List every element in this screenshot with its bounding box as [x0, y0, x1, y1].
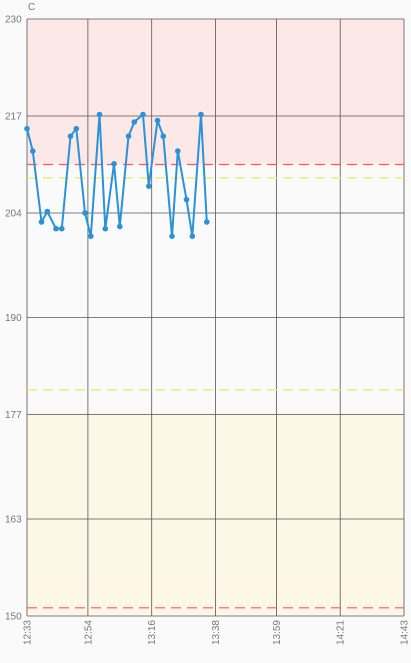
data-point — [189, 233, 196, 239]
x-tick-label: 13:16 — [147, 620, 158, 645]
x-tick-label: 12:33 — [23, 620, 34, 645]
x-axis-ticks: 12:33 12:54 13:16 13:38 13:59 14:21 14:43 — [23, 620, 411, 645]
data-point — [160, 133, 167, 139]
gridlines — [26, 18, 405, 617]
y-tick-label: 163 — [5, 514, 22, 525]
data-point — [24, 125, 30, 132]
data-point — [102, 225, 109, 232]
x-tick-label: 14:21 — [336, 620, 347, 645]
data-point — [38, 219, 45, 225]
series-layer — [24, 111, 210, 239]
data-point — [131, 119, 138, 125]
data-point — [154, 117, 161, 124]
data-point — [30, 148, 36, 154]
data-point — [111, 161, 117, 167]
data-point — [67, 133, 74, 139]
y-tick-label: 217 — [5, 112, 22, 123]
y-tick-label: 177 — [5, 410, 22, 421]
y-tick-label: 150 — [5, 612, 22, 623]
data-point — [59, 225, 65, 232]
y-axis-unit-label: C — [28, 2, 35, 13]
data-point — [146, 183, 152, 189]
y-tick-label: 204 — [5, 209, 22, 220]
data-point — [82, 210, 88, 216]
data-point — [117, 223, 123, 230]
x-tick-label: 12:54 — [83, 620, 94, 645]
y-tick-label: 190 — [5, 313, 22, 324]
data-point — [183, 196, 190, 203]
x-tick-label: 13:59 — [272, 620, 283, 645]
data-point — [175, 148, 181, 154]
y-tick-label: 230 — [5, 15, 22, 26]
data-point — [96, 111, 103, 118]
y-axis-ticks: 230 217 204 190 177 163 150 — [5, 15, 22, 623]
data-point — [53, 225, 59, 232]
data-point — [73, 125, 80, 132]
data-point — [44, 208, 51, 215]
data-point — [125, 133, 132, 139]
x-tick-label: 13:38 — [211, 620, 222, 645]
data-point — [140, 111, 146, 118]
data-point — [198, 111, 204, 118]
data-point — [169, 233, 175, 239]
x-tick-label: 14:43 — [400, 620, 411, 645]
data-point — [88, 233, 94, 239]
data-point — [204, 219, 210, 225]
